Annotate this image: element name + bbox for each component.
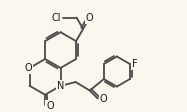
Text: O: O — [100, 94, 107, 104]
Text: O: O — [46, 101, 54, 111]
Text: O: O — [24, 63, 32, 73]
Text: Cl: Cl — [52, 13, 62, 23]
Text: F: F — [132, 59, 138, 69]
Text: N: N — [57, 81, 64, 91]
Text: O: O — [86, 13, 94, 23]
